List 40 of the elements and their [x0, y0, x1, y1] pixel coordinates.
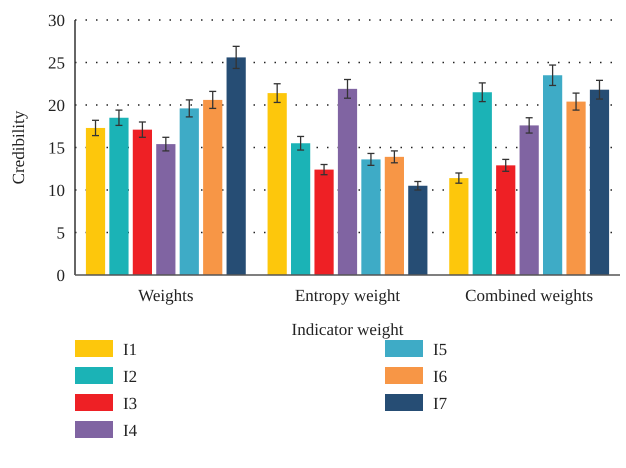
bar [203, 100, 222, 275]
legend-label: I7 [433, 394, 448, 413]
x-tick-label: Weights [138, 286, 194, 305]
x-tick-label: Combined weights [465, 286, 594, 305]
y-tick-label: 5 [56, 223, 65, 242]
bar [268, 93, 287, 275]
legend-label: I4 [123, 420, 138, 440]
y-tick-label: 25 [48, 53, 65, 72]
bar [542, 75, 562, 275]
bar [496, 165, 516, 275]
x-tick-label: Entropy weight [294, 286, 400, 305]
legend-label: I1 [123, 340, 138, 359]
bar [384, 156, 404, 275]
bar [132, 130, 152, 275]
legend-label: I3 [123, 394, 138, 413]
bar [180, 108, 199, 275]
bar [338, 88, 358, 275]
bar [291, 143, 310, 275]
bar [226, 57, 246, 275]
y-tick-label: 20 [48, 96, 65, 115]
bar [449, 178, 468, 275]
y-tick-label: 30 [48, 10, 65, 30]
bar [109, 118, 129, 275]
bar [408, 186, 428, 275]
bar [314, 170, 334, 275]
x-axis-title: Indicator weight [292, 320, 404, 339]
legend-label: I2 [123, 366, 138, 386]
bar [566, 102, 586, 275]
y-tick-label: 15 [48, 138, 65, 158]
y-tick-label: 0 [56, 266, 65, 285]
bar [590, 90, 610, 275]
bar [156, 144, 176, 275]
bar [361, 159, 381, 275]
y-axis-title: Credibility [9, 110, 28, 184]
bar [86, 128, 106, 275]
bar [520, 125, 539, 275]
y-tick-label: 10 [48, 180, 65, 200]
legend-label: I5 [433, 340, 448, 359]
legend-label: I6 [433, 366, 448, 386]
bar [472, 92, 492, 275]
